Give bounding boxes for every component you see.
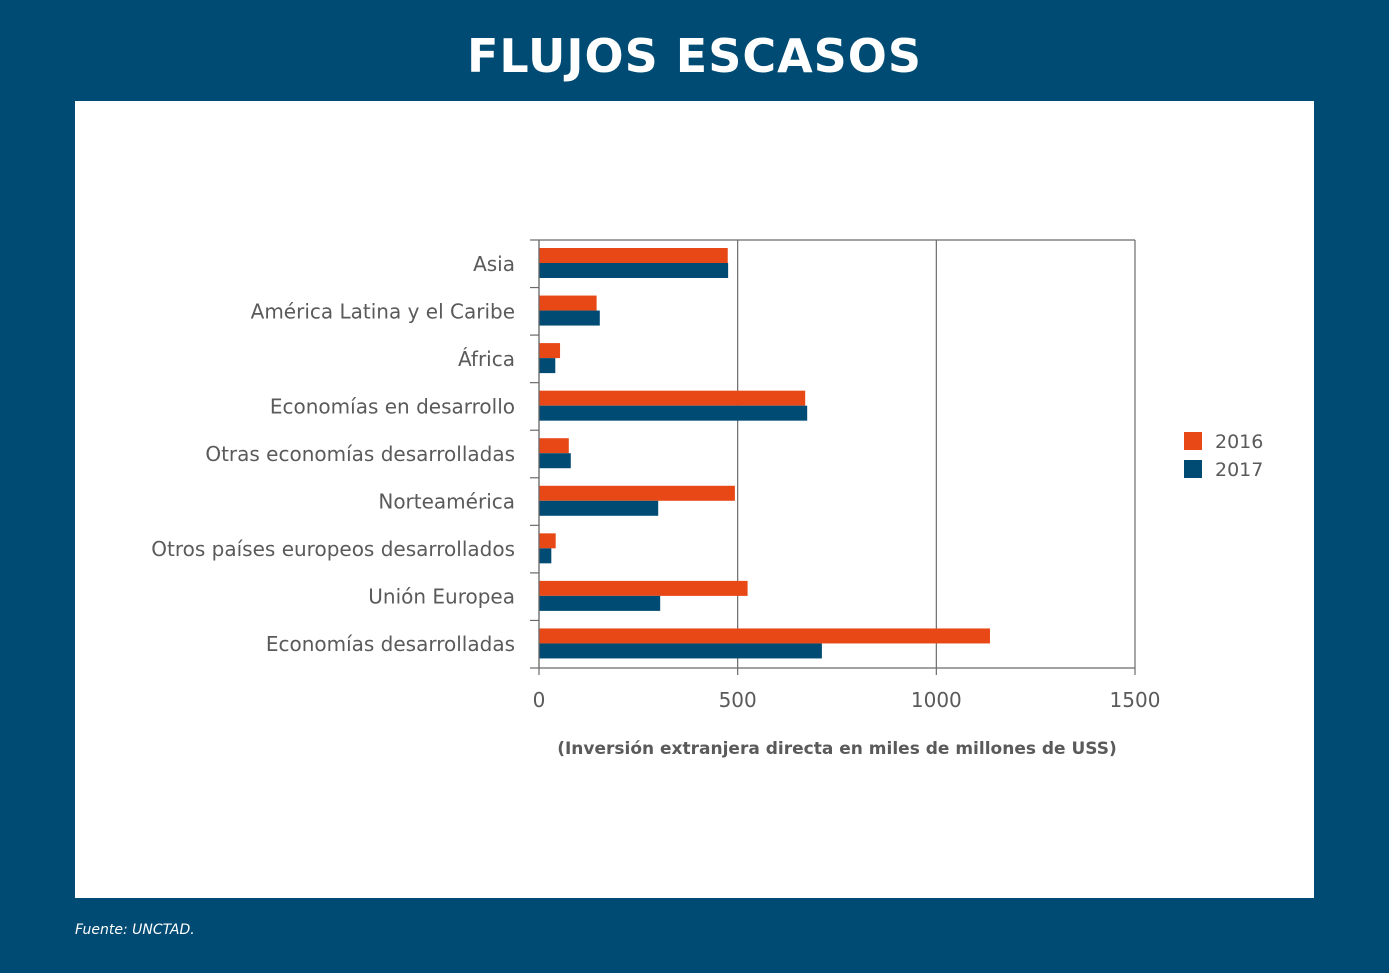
x-tick-label: 1500 [1110,688,1161,712]
x-tick-label: 1000 [911,688,962,712]
bar-2016 [539,580,748,596]
chart-panel: Asia América Latina y el Caribe África Econ… [75,101,1314,898]
bar-2016 [539,533,556,549]
legend-swatch-2017 [1184,460,1202,478]
category-label: Asia [473,252,515,276]
bar-2017 [539,643,822,659]
category-label: Economías desarrolladas [266,632,515,656]
x-tick-label: 500 [719,688,757,712]
category-label: Otras economías desarrolladas [205,442,515,466]
x-axis-label: (Inversión extranjera directa en miles d… [557,739,1117,759]
x-tick-labels: 0 500 1000 1500 [533,688,1161,712]
legend-label-2016: 2016 [1215,431,1263,453]
bar-2016 [539,248,728,263]
legend-label-2017: 2017 [1215,459,1263,481]
bar-2016 [539,438,569,454]
bar-2017 [539,405,808,421]
category-label: Economías en desarrollo [270,394,515,418]
category-label: Otros países europeos desarrollados [151,537,515,561]
bar-2017 [539,310,600,326]
bar-2017 [539,453,571,469]
bar-2017 [539,500,659,516]
category-label: Norteamérica [378,490,515,514]
category-label: América Latina y el Caribe [251,299,515,323]
axes [530,239,1136,675]
bar-2016 [539,628,990,644]
bar-2017 [539,358,556,374]
bar-2016 [539,295,597,311]
legend: 2016 2017 [1184,431,1263,481]
legend-swatch-2016 [1184,432,1202,450]
bar-chart: Asia América Latina y el Caribe África Econ… [151,239,1263,759]
bar-2017 [539,595,661,611]
chart-title: FLUJOS ESCASOS [466,29,923,83]
category-label: África [458,347,515,371]
source-note: Fuente: UNCTAD. [75,922,195,938]
bar-2016 [539,485,735,501]
category-label: Unión Europea [368,585,515,609]
bar-2017 [539,548,552,564]
bar-2017 [539,263,729,278]
bar-2016 [539,390,806,406]
x-tick-label: 0 [533,688,546,712]
category-labels: Asia América Latina y el Caribe África Econ… [151,252,515,656]
bars [539,248,990,659]
bar-2016 [539,343,561,359]
